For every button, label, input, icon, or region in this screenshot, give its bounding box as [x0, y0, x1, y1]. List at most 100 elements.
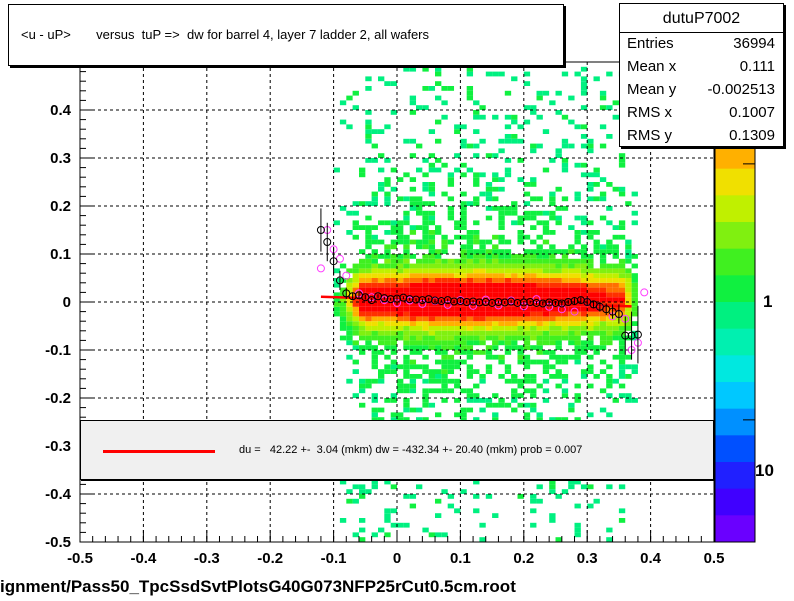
heat-cell — [371, 239, 378, 245]
heat-cell — [435, 71, 442, 77]
heat-cell — [403, 402, 410, 408]
heat-cell — [479, 239, 486, 245]
heat-cell — [580, 369, 588, 374]
heat-cell — [618, 350, 626, 355]
heat-cell — [384, 398, 391, 403]
heat-cell — [397, 220, 404, 226]
heat-cell — [606, 374, 613, 379]
heat-cell — [371, 330, 378, 336]
heat-cell — [523, 306, 531, 312]
heat-cell — [549, 479, 556, 485]
heat-cell — [549, 215, 556, 221]
heat-cell — [384, 254, 391, 259]
heat-cell — [498, 71, 505, 77]
stats-key: RMS y — [627, 127, 672, 144]
heat-cell — [390, 254, 398, 259]
heat-cell — [485, 186, 493, 192]
heat-cell — [371, 407, 378, 413]
heat-cell — [428, 220, 436, 226]
heat-cell — [568, 484, 575, 490]
heat-cell — [542, 210, 550, 216]
heat-cell — [371, 201, 378, 206]
heat-cell — [618, 374, 626, 379]
heat-cell — [580, 282, 588, 288]
heat-cell — [587, 230, 594, 235]
heat-cell — [523, 326, 531, 331]
heat-cell — [359, 378, 366, 384]
heat-cell — [473, 306, 480, 312]
heat-cell — [378, 182, 385, 187]
profile-black-point — [456, 297, 465, 306]
heat-cell — [523, 417, 531, 422]
heat-cell — [485, 311, 493, 317]
heat-cell — [498, 210, 505, 216]
heat-cell — [460, 388, 467, 394]
heat-cell — [593, 297, 600, 302]
heat-cell — [568, 263, 575, 269]
heat-cell — [618, 268, 626, 274]
heat-cell — [479, 273, 486, 278]
heat-cell — [435, 138, 442, 144]
heat-cell — [359, 388, 366, 394]
y-tick-label: -0.3 — [45, 438, 71, 455]
heat-cell — [530, 258, 537, 264]
heat-cell — [435, 532, 442, 538]
heat-cell — [492, 340, 499, 346]
heat-cell — [549, 306, 556, 312]
heat-cell — [390, 484, 398, 490]
heat-cell — [422, 311, 429, 317]
profile-magenta-point — [342, 271, 351, 280]
heat-cell — [441, 100, 448, 106]
heat-cell — [574, 321, 581, 326]
heat-cell — [523, 273, 531, 278]
heat-cell — [390, 230, 398, 235]
heat-cell — [606, 297, 613, 302]
heat-cell — [435, 306, 442, 312]
heat-cell — [612, 282, 619, 288]
heat-cell — [473, 268, 480, 274]
heat-cell — [454, 124, 461, 130]
heat-cell — [523, 215, 531, 221]
heat-cell — [365, 302, 372, 307]
heat-cell — [561, 297, 569, 302]
heat-cell — [422, 254, 429, 259]
heat-cell — [504, 273, 512, 278]
heat-cell — [517, 494, 524, 499]
heat-cell — [409, 407, 417, 413]
heat-cell — [517, 316, 524, 322]
heat-cell — [625, 354, 632, 360]
heat-cell — [568, 143, 575, 149]
heat-cell — [479, 105, 486, 110]
heat-cell — [523, 210, 531, 216]
heat-cell — [416, 407, 423, 413]
heat-cell — [517, 254, 524, 259]
heat-cell — [403, 220, 410, 226]
x-tick-label: 0.2 — [513, 550, 534, 567]
heat-cell — [397, 258, 404, 264]
heat-cell — [492, 287, 499, 293]
heat-cell — [511, 345, 518, 350]
profile-black-point — [621, 331, 630, 340]
heat-cell — [599, 340, 607, 346]
heat-cell — [580, 273, 588, 278]
heat-cell — [631, 311, 638, 317]
heat-cell — [625, 326, 632, 331]
heat-cell — [384, 369, 391, 374]
heat-cell — [498, 321, 505, 326]
heat-cell — [612, 335, 619, 341]
heat-cell — [384, 287, 391, 293]
heat-cell — [479, 138, 486, 144]
heat-cell — [378, 278, 385, 283]
heat-cell — [492, 282, 499, 288]
heat-cell — [580, 124, 588, 130]
heat-cell — [390, 316, 398, 322]
heat-cell — [428, 378, 436, 384]
heat-cell — [460, 340, 467, 346]
heat-cell — [466, 239, 474, 245]
heat-cell — [352, 340, 359, 346]
heat-cell — [428, 532, 436, 538]
heat-cell — [606, 182, 613, 187]
heat-cell — [365, 239, 372, 245]
heat-cell — [606, 340, 613, 346]
heat-cell — [403, 335, 410, 341]
